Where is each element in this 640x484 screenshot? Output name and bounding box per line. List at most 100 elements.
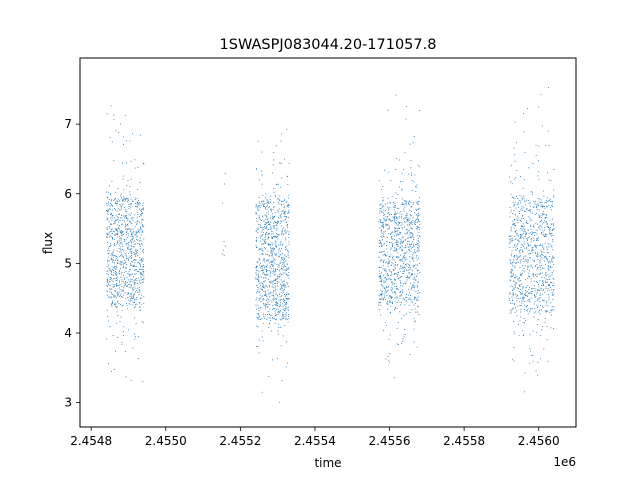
data-point	[270, 248, 272, 250]
data-point	[110, 271, 112, 273]
data-point	[390, 247, 392, 249]
data-point	[260, 297, 262, 299]
data-point	[401, 228, 403, 230]
data-point	[281, 268, 283, 270]
data-point	[279, 318, 281, 320]
data-point	[126, 243, 128, 245]
data-point	[551, 274, 553, 276]
data-point	[284, 288, 285, 290]
data-point	[400, 267, 402, 269]
data-point	[281, 288, 283, 290]
data-point	[275, 222, 277, 223]
data-point	[404, 269, 405, 271]
data-point	[270, 314, 272, 316]
data-point	[280, 240, 282, 242]
data-point	[127, 218, 129, 220]
data-point	[280, 288, 282, 290]
data-point	[552, 298, 554, 300]
data-point	[124, 217, 126, 219]
data-point	[268, 262, 270, 264]
data-point	[381, 210, 382, 212]
data-point	[115, 244, 117, 246]
data-point	[274, 259, 276, 261]
data-point	[280, 284, 281, 286]
data-point	[390, 264, 392, 266]
data-point	[136, 287, 138, 289]
data-point	[125, 210, 127, 212]
data-point	[523, 232, 524, 234]
data-point	[286, 175, 288, 177]
data-point	[119, 321, 121, 323]
data-point	[288, 236, 290, 238]
data-point	[401, 226, 403, 228]
data-point	[108, 296, 110, 298]
data-point	[417, 243, 419, 245]
data-point	[258, 209, 260, 211]
x-tick-label: 2.4552	[219, 434, 261, 448]
data-point	[255, 205, 257, 207]
data-point	[139, 257, 141, 258]
data-point	[509, 259, 511, 261]
data-point	[418, 166, 420, 168]
data-point	[279, 254, 281, 256]
data-point	[283, 298, 285, 300]
data-point	[135, 255, 137, 257]
data-point	[276, 236, 278, 238]
data-point	[263, 291, 265, 293]
data-point	[143, 238, 145, 240]
data-point	[116, 307, 118, 309]
data-point	[528, 167, 530, 169]
data-point	[528, 288, 530, 290]
data-point	[134, 167, 136, 169]
data-point	[416, 218, 418, 220]
data-point	[128, 271, 130, 273]
data-point	[526, 238, 528, 240]
data-point	[106, 232, 108, 234]
data-point	[384, 214, 386, 215]
data-point	[265, 227, 267, 229]
data-point	[113, 278, 115, 280]
data-point	[541, 256, 543, 258]
data-point	[514, 238, 516, 240]
data-point	[106, 290, 108, 292]
data-point	[381, 293, 383, 294]
data-point	[265, 274, 267, 276]
data-point	[141, 274, 143, 276]
data-point	[282, 253, 284, 255]
data-point	[400, 285, 402, 287]
data-point	[524, 309, 526, 311]
data-point	[514, 282, 516, 284]
data-point	[526, 300, 528, 302]
data-point	[264, 214, 266, 216]
data-point	[510, 268, 512, 270]
data-point	[112, 281, 114, 283]
data-point	[541, 226, 543, 228]
data-point	[269, 232, 271, 234]
data-point	[122, 203, 124, 205]
data-point	[268, 220, 270, 222]
data-point	[408, 269, 410, 271]
data-point	[412, 233, 414, 235]
data-point	[131, 253, 133, 255]
data-point	[116, 297, 117, 299]
data-point	[413, 239, 415, 240]
data-point	[536, 282, 538, 284]
data-point	[286, 301, 287, 303]
data-point	[115, 209, 116, 211]
data-point	[518, 277, 520, 279]
data-point	[109, 208, 111, 210]
data-point	[126, 304, 128, 306]
data-point	[551, 288, 553, 290]
data-point	[276, 269, 278, 270]
data-point	[259, 315, 260, 317]
data-point	[130, 294, 132, 296]
data-point	[282, 306, 284, 308]
data-point	[108, 201, 109, 203]
data-point	[132, 290, 134, 292]
data-point	[287, 226, 288, 228]
data-point	[530, 250, 532, 252]
data-point	[269, 281, 271, 283]
data-point	[112, 284, 114, 286]
data-point	[120, 268, 122, 269]
data-point	[285, 256, 287, 257]
